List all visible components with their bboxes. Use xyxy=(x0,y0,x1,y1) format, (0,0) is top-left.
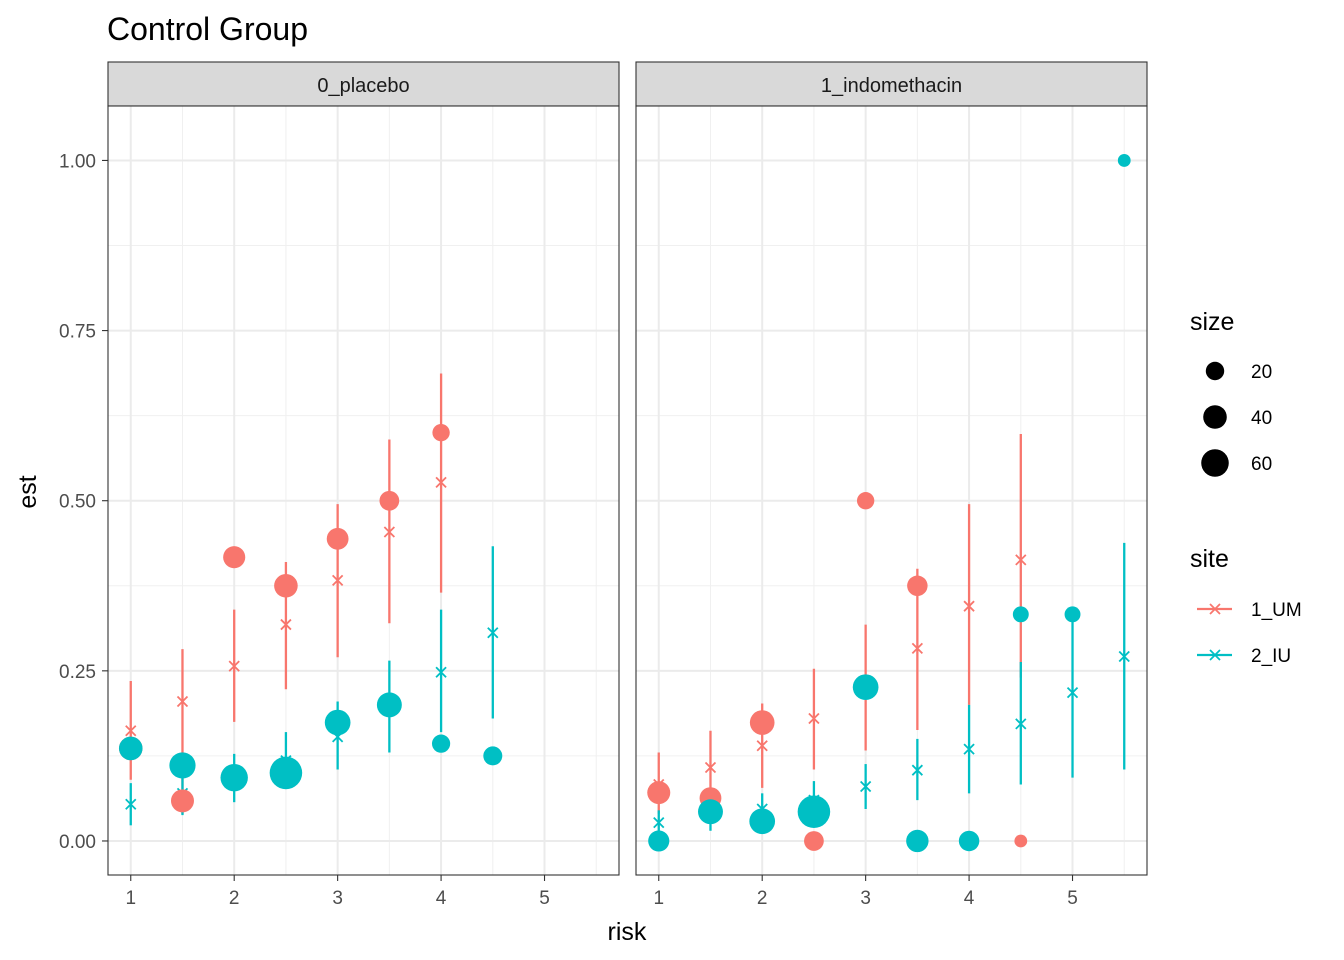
x-tick-label: 5 xyxy=(1067,888,1078,909)
site-legend-key xyxy=(1197,649,1232,661)
estimate-marker xyxy=(911,764,923,776)
x-tick-label: 3 xyxy=(860,888,871,909)
data-point xyxy=(852,674,879,701)
data-point xyxy=(326,527,349,550)
estimate-marker xyxy=(756,740,768,752)
site-legend-title: site xyxy=(1190,545,1229,573)
estimate-marker xyxy=(125,725,137,737)
x-tick-label: 5 xyxy=(539,888,550,909)
estimate-marker xyxy=(808,712,820,725)
site-legend-key xyxy=(1197,603,1232,615)
data-point xyxy=(379,490,400,511)
estimate-marker xyxy=(1015,718,1027,730)
panel-0: 0_placebo 1 2 3 4 5 xyxy=(107,61,620,909)
data-point xyxy=(958,830,980,852)
data-point xyxy=(804,831,824,851)
size-legend-key xyxy=(1203,405,1227,429)
estimate-marker xyxy=(963,743,975,755)
size-legend: size 20 40 60 xyxy=(1190,308,1272,477)
x-tick-label: 1 xyxy=(653,888,664,909)
data-point xyxy=(118,736,143,761)
y-tick-label: 0.50 xyxy=(59,492,96,513)
estimate-marker xyxy=(653,816,665,829)
size-legend-key xyxy=(1205,361,1225,381)
data-point xyxy=(1014,834,1028,848)
x-axis-title: risk xyxy=(608,918,647,946)
estimate-marker xyxy=(1015,554,1027,566)
estimate-marker xyxy=(1066,686,1079,699)
data-point xyxy=(1064,606,1081,623)
estimate-marker xyxy=(125,798,137,810)
data-point xyxy=(647,781,671,805)
estimate-marker xyxy=(435,666,447,678)
panel-border xyxy=(107,105,620,876)
data-point xyxy=(220,763,248,792)
panel-background xyxy=(108,106,619,875)
x-tick-label: 1 xyxy=(125,888,136,909)
data-point xyxy=(324,709,351,736)
estimate-marker xyxy=(963,600,975,612)
x-tick-label: 4 xyxy=(436,888,447,909)
data-point xyxy=(432,423,450,442)
data-point xyxy=(749,808,776,835)
data-point xyxy=(1012,606,1029,623)
facet-strip xyxy=(635,61,1148,107)
data-point xyxy=(223,546,246,569)
estimate-marker xyxy=(176,695,189,708)
estimate-marker xyxy=(911,642,923,655)
panel-border xyxy=(635,105,1148,876)
x-tick-label: 3 xyxy=(332,888,343,909)
x-tick-label: 2 xyxy=(229,888,240,909)
chart-title: Control Group xyxy=(107,11,308,47)
data-point xyxy=(648,830,670,852)
data-point xyxy=(906,829,929,853)
y-tick-label: 0.75 xyxy=(59,322,96,343)
site-legend: site 1_UM 2_IU xyxy=(1190,545,1302,667)
panel-1: 1_indomethacin 1 2 3 4 5 xyxy=(635,61,1148,909)
y-axis-title: est xyxy=(14,475,42,508)
site-legend-label: 1_UM xyxy=(1251,600,1302,621)
data-point xyxy=(274,573,298,598)
x-tick-label: 2 xyxy=(757,888,768,909)
y-tick-label: 1.00 xyxy=(59,151,96,172)
estimate-marker xyxy=(383,526,395,538)
data-point xyxy=(169,752,196,779)
site-legend-label: 2_IU xyxy=(1251,646,1291,667)
estimate-marker xyxy=(228,660,240,672)
panel-background xyxy=(636,106,1147,875)
estimate-marker xyxy=(435,476,447,488)
facet-strip-label: 0_placebo xyxy=(317,75,409,97)
data-point xyxy=(907,575,928,597)
data-point xyxy=(698,799,723,825)
x-tick-label: 4 xyxy=(964,888,975,909)
y-tick-label: 0.00 xyxy=(59,832,96,853)
data-point xyxy=(376,692,402,718)
estimate-marker xyxy=(860,780,872,793)
size-legend-label: 60 xyxy=(1251,454,1272,475)
estimate-marker xyxy=(332,574,344,586)
facet-strip-label: 1_indomethacin xyxy=(821,75,962,97)
estimate-marker xyxy=(704,761,717,774)
size-legend-label: 20 xyxy=(1251,362,1272,383)
data-point xyxy=(483,746,503,766)
estimate-marker xyxy=(487,627,499,639)
size-legend-title: size xyxy=(1190,308,1234,336)
facet-strip xyxy=(107,61,620,107)
data-point xyxy=(170,789,194,813)
data-point xyxy=(431,734,451,753)
estimate-marker xyxy=(280,618,292,631)
data-point xyxy=(797,795,831,828)
size-legend-label: 40 xyxy=(1251,408,1272,429)
data-point xyxy=(749,710,775,735)
size-legend-key xyxy=(1201,449,1229,477)
data-point xyxy=(269,756,303,790)
data-point xyxy=(856,492,875,510)
data-point xyxy=(1117,154,1131,167)
estimate-marker xyxy=(1118,650,1130,663)
y-tick-label: 0.25 xyxy=(59,662,96,683)
